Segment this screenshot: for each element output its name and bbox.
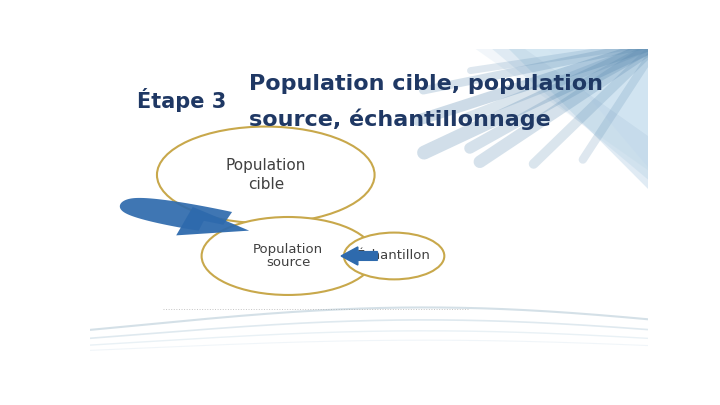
Ellipse shape <box>344 232 444 279</box>
Text: cible: cible <box>248 177 284 192</box>
Text: Étape 3: Étape 3 <box>138 88 227 112</box>
Polygon shape <box>453 49 648 167</box>
Polygon shape <box>526 49 648 136</box>
Polygon shape <box>397 49 648 179</box>
Text: Population: Population <box>225 158 306 173</box>
Text: Échantillon: Échantillon <box>357 249 431 262</box>
Ellipse shape <box>157 127 374 223</box>
Polygon shape <box>120 198 232 231</box>
Polygon shape <box>413 49 648 189</box>
Polygon shape <box>176 207 249 235</box>
Text: source: source <box>266 256 310 269</box>
FancyArrow shape <box>341 247 377 265</box>
Text: source, échantillonnage: source, échantillonnage <box>249 108 551 130</box>
Polygon shape <box>380 49 648 170</box>
Text: Population cible, population: Population cible, population <box>249 75 603 94</box>
Ellipse shape <box>202 217 374 295</box>
Text: Population: Population <box>253 243 323 256</box>
